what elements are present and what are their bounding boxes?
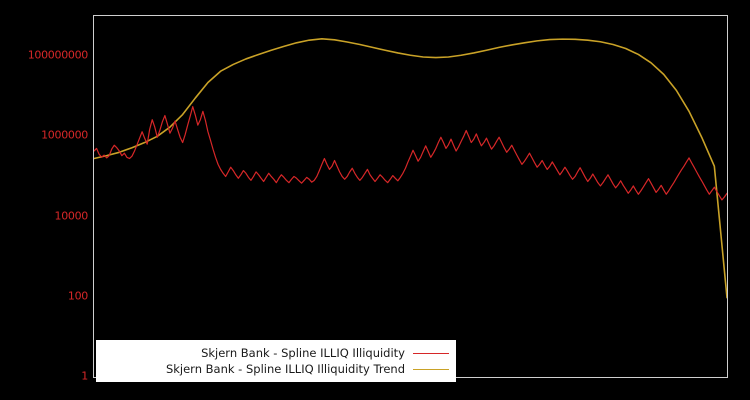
y-tick-label: 1 xyxy=(81,369,88,383)
y-tick-label: 100 xyxy=(67,289,88,303)
plot-area xyxy=(93,15,728,378)
legend-swatch-trend xyxy=(413,368,449,370)
legend: Skjern Bank - Spline ILLIQ Illiquidity S… xyxy=(96,340,456,382)
legend-label-illiquidity: Skjern Bank - Spline ILLIQ Illiquidity xyxy=(201,346,405,360)
legend-label-trend: Skjern Bank - Spline ILLIQ Illiquidity T… xyxy=(165,362,405,376)
y-tick-label: 100000000 xyxy=(27,48,89,62)
y-tick-label: 1000000 xyxy=(41,128,88,142)
y-tick-label: 10000 xyxy=(54,209,89,223)
trend-line-path xyxy=(94,38,727,299)
legend-swatch-illiquidity xyxy=(413,352,449,354)
legend-entry-trend[interactable]: Skjern Bank - Spline ILLIQ Illiquidity T… xyxy=(103,361,449,377)
y-axis: 100000000 1000000 10000 100 1 xyxy=(0,0,89,400)
legend-entry-illiquidity[interactable]: Skjern Bank - Spline ILLIQ Illiquidity xyxy=(103,345,449,361)
series-canvas xyxy=(94,38,727,299)
illiquidity-line-path xyxy=(94,106,727,201)
